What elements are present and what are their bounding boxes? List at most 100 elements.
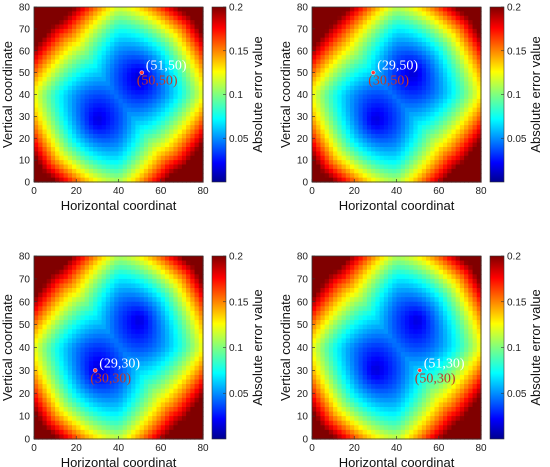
heatmap-cell xyxy=(156,85,162,91)
heatmap-cell xyxy=(194,365,200,371)
heatmap-cell xyxy=(434,59,440,65)
heatmap-cell xyxy=(337,155,343,161)
heatmap-cell xyxy=(451,33,457,39)
heatmap-cell xyxy=(76,388,82,394)
heatmap-cell xyxy=(366,160,372,166)
heatmap-cell xyxy=(164,288,170,294)
heatmap-cell xyxy=(55,278,60,285)
heatmap-cell xyxy=(110,90,115,96)
heatmap-cell xyxy=(447,173,453,179)
heatmap-cell xyxy=(122,315,128,321)
heatmap-cell xyxy=(320,151,326,157)
heatmap-cell xyxy=(379,20,385,26)
heatmap-cell xyxy=(135,269,141,275)
heatmap-cell xyxy=(459,59,465,65)
heatmap-cell xyxy=(105,265,111,271)
heatmap-cell xyxy=(55,33,60,39)
heatmap-cell xyxy=(67,310,73,317)
heatmap-cell xyxy=(173,306,179,312)
heatmap-cell xyxy=(320,112,326,117)
heatmap-cell xyxy=(38,177,44,183)
heatmap-cell xyxy=(169,260,175,266)
heatmap-cell xyxy=(164,24,170,30)
heatmap-cell xyxy=(194,138,200,144)
heatmap-cell xyxy=(173,406,179,413)
heatmap-cell xyxy=(114,283,120,289)
heatmap-cell xyxy=(392,20,398,26)
heatmap-cell xyxy=(468,15,474,21)
heatmap-cell xyxy=(375,20,381,26)
heatmap-cell xyxy=(135,338,141,344)
heatmap-cell xyxy=(156,81,162,87)
heatmap-cell xyxy=(164,265,170,271)
estimated-point-label: (29,50) xyxy=(377,59,418,74)
heatmap-cell xyxy=(143,125,149,131)
heatmap-cell xyxy=(392,24,398,30)
heatmap-cell xyxy=(72,85,77,91)
heatmap-cell xyxy=(80,20,86,26)
heatmap-cell xyxy=(135,24,141,30)
heatmap-cell xyxy=(194,63,200,69)
heatmap-cell xyxy=(93,138,98,144)
heatmap-cell xyxy=(354,42,360,47)
heatmap-cell xyxy=(34,329,39,335)
heatmap-cell xyxy=(472,63,478,69)
heatmap-cell xyxy=(169,77,175,82)
heatmap-cell xyxy=(438,94,444,100)
heatmap-cell xyxy=(122,402,128,408)
heatmap-cell xyxy=(354,103,360,109)
heatmap-cell xyxy=(312,103,317,109)
heatmap-cell xyxy=(337,129,343,135)
heatmap-cell xyxy=(190,173,196,179)
heatmap-cell xyxy=(383,160,389,166)
heatmap-cell xyxy=(472,107,478,113)
heatmap-cell xyxy=(396,103,402,109)
heatmap-cell xyxy=(404,125,410,131)
heatmap-cell xyxy=(105,147,111,152)
heatmap-cell xyxy=(50,425,56,431)
heatmap-cell xyxy=(105,292,111,298)
heatmap-cell xyxy=(38,269,44,275)
heatmap-cell xyxy=(105,33,111,39)
heatmap-cell xyxy=(383,103,389,109)
heatmap-cell xyxy=(426,112,431,117)
heatmap-cell xyxy=(451,107,457,113)
heatmap-cell xyxy=(42,155,48,161)
heatmap-cell xyxy=(114,20,120,26)
heatmap-cell xyxy=(93,333,98,339)
heatmap-cell xyxy=(105,28,111,34)
heatmap-cell xyxy=(42,365,48,371)
heatmap-cell xyxy=(316,68,322,74)
heatmap-cell xyxy=(190,90,196,96)
heatmap-cell xyxy=(396,116,402,122)
heatmap-cell xyxy=(110,142,115,148)
heatmap-cell xyxy=(164,429,170,436)
heatmap-cell xyxy=(118,147,124,152)
heatmap-cell xyxy=(114,107,120,113)
heatmap-cell xyxy=(177,11,183,17)
heatmap-cell xyxy=(88,352,94,358)
heatmap-cell xyxy=(67,94,73,100)
heatmap-cell xyxy=(186,420,191,426)
heatmap-cell xyxy=(194,274,200,280)
heatmap-cell xyxy=(72,434,77,440)
heatmap-cell xyxy=(156,24,162,30)
heatmap-cell xyxy=(148,265,153,271)
heatmap-cell xyxy=(459,42,465,47)
heatmap-cell xyxy=(186,50,191,56)
heatmap-cell xyxy=(148,388,153,394)
heatmap-cell xyxy=(476,155,482,161)
heatmap-cell xyxy=(38,361,44,367)
heatmap-cell xyxy=(194,361,200,367)
heatmap-cell xyxy=(476,147,482,152)
heatmap-cell xyxy=(131,85,136,91)
heatmap-cell xyxy=(177,15,183,21)
heatmap-cell xyxy=(169,81,175,87)
heatmap-cell xyxy=(324,7,330,12)
heatmap-cell xyxy=(46,98,52,104)
heatmap-cell xyxy=(358,98,364,104)
heatmap-cell xyxy=(328,112,334,117)
heatmap-cell xyxy=(426,160,431,166)
heatmap-cell xyxy=(421,59,427,65)
heatmap-cell xyxy=(67,278,73,285)
